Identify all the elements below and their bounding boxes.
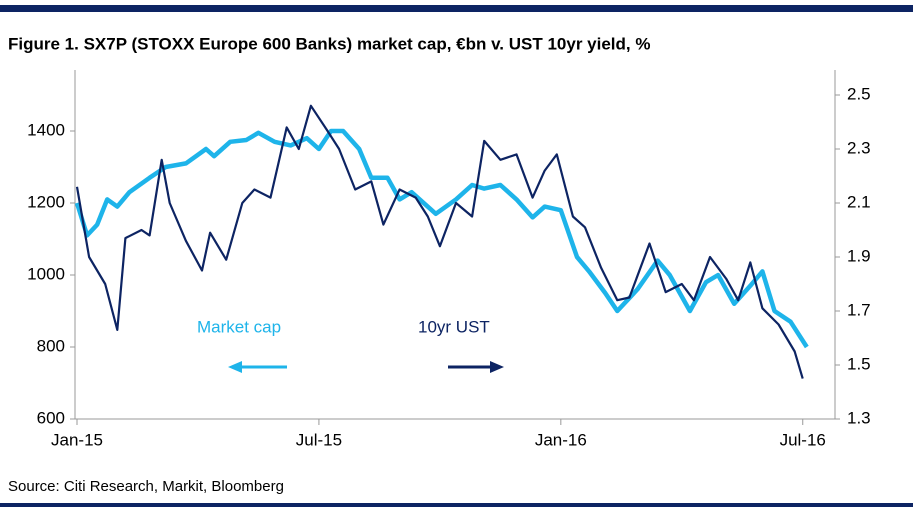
bottom-rule (0, 503, 913, 507)
series-line (75, 104, 804, 379)
y2-tick-label: 1.3 (847, 408, 871, 427)
y2-tick-label: 1.9 (847, 246, 871, 265)
x-tick-label: Jan-15 (51, 430, 103, 449)
x-tick-label: Jan-16 (535, 430, 587, 449)
arrow-left (228, 361, 287, 373)
x-tick-label: Jul-15 (296, 430, 342, 449)
y2-tick-label: 1.7 (847, 300, 871, 319)
arrow-right (448, 361, 504, 373)
top-rule (0, 5, 913, 12)
y2-tick-label: 2.1 (847, 192, 871, 211)
series-line (74, 128, 809, 349)
y-tick-label: 1000 (27, 264, 65, 283)
y2-tick-label: 1.5 (847, 354, 871, 373)
chart-title: Figure 1. SX7P (STOXX Europe 600 Banks) … (8, 34, 650, 53)
y-tick-label: 600 (37, 408, 65, 427)
annotation: 10yr UST (418, 317, 490, 336)
y2-tick-label: 2.5 (847, 84, 871, 103)
annotation: Market cap (197, 317, 281, 336)
y2-tick-label: 2.3 (847, 138, 871, 157)
x-tick-label: Jul-16 (780, 430, 826, 449)
y-tick-label: 1400 (27, 120, 65, 139)
y-tick-label: 1200 (27, 192, 65, 211)
y-tick-label: 800 (37, 336, 65, 355)
source: Source: Citi Research, Markit, Bloomberg (8, 478, 284, 495)
